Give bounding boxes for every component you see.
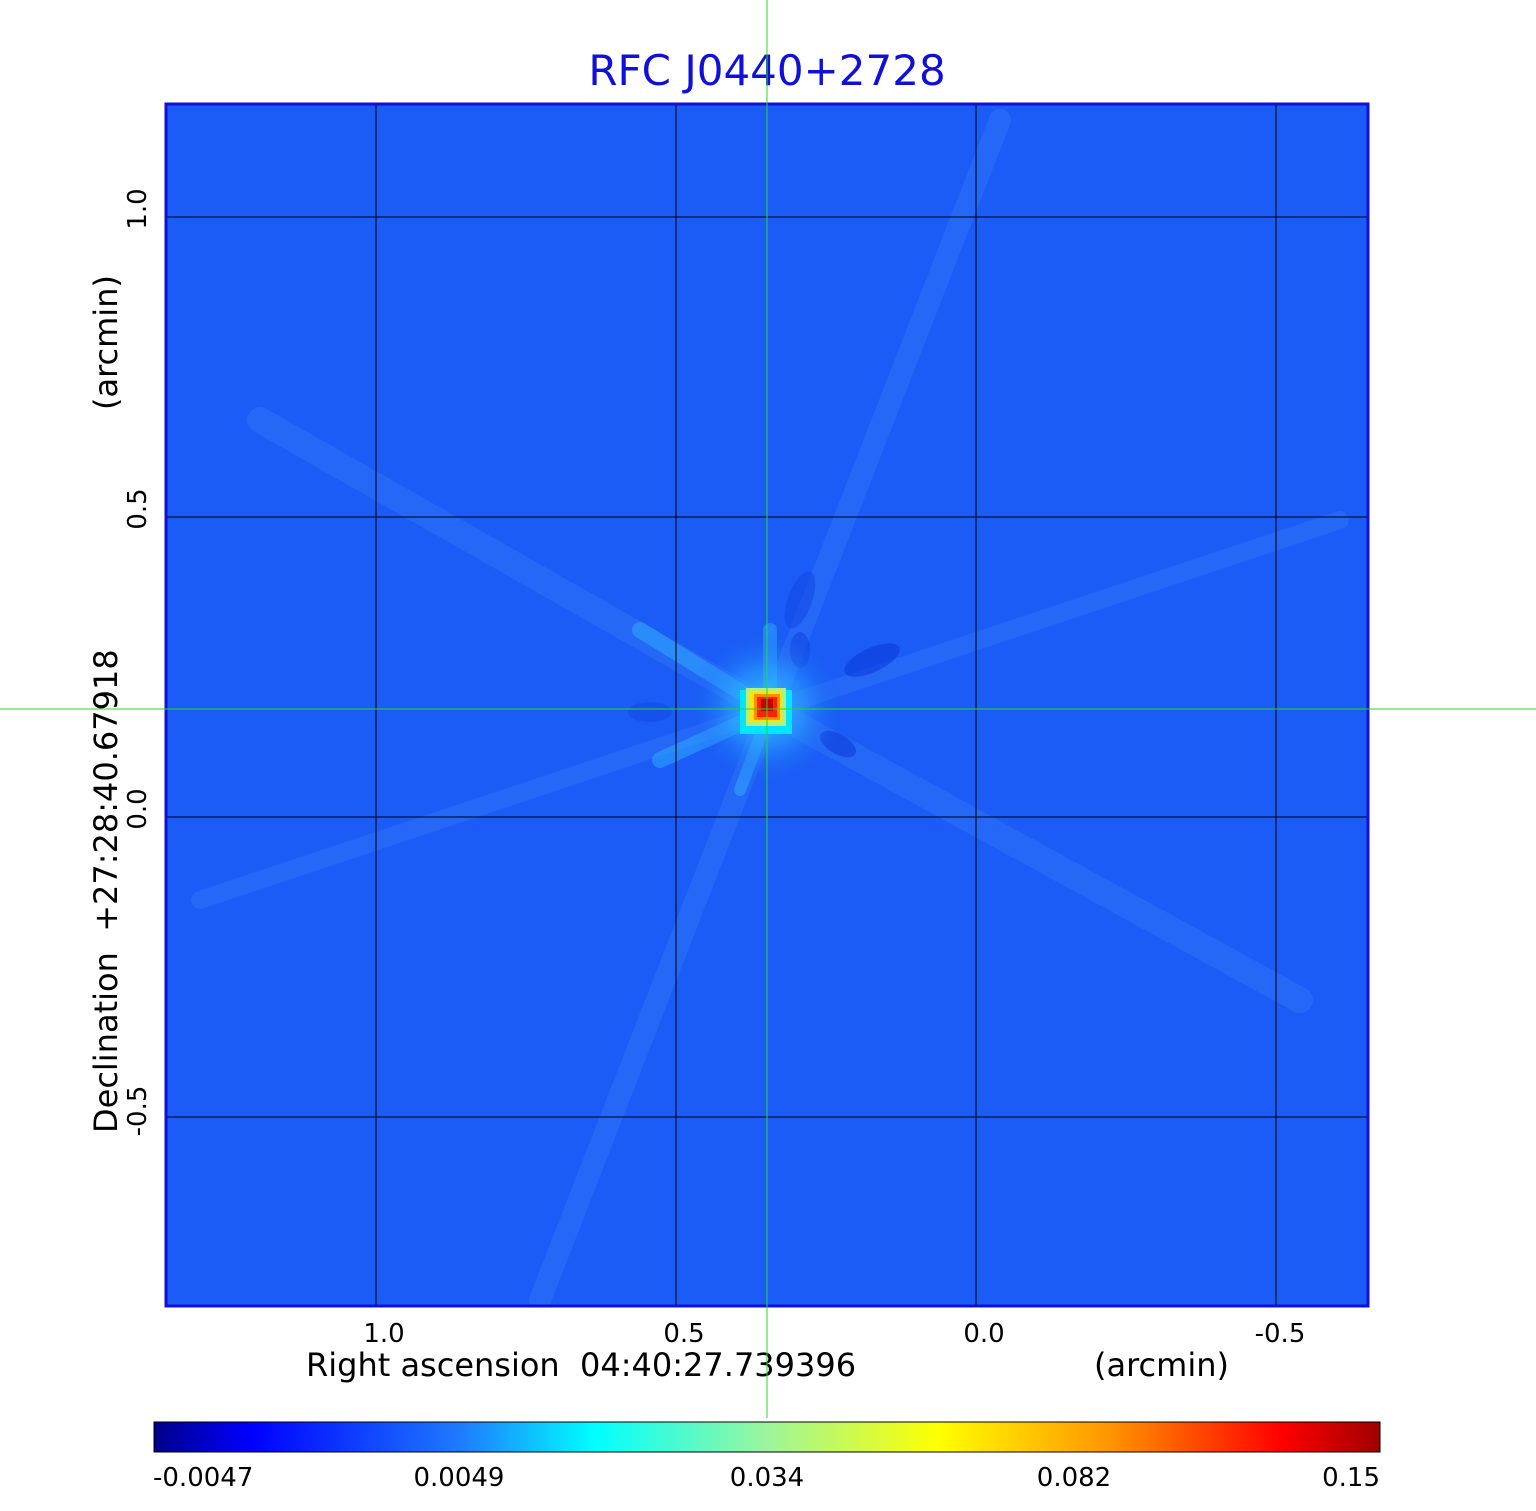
source-peak <box>740 688 792 734</box>
crosshair <box>0 0 1536 1418</box>
x-axis-unit: (arcmin) <box>1094 1346 1229 1384</box>
x-tick-label: -0.5 <box>1255 1319 1306 1349</box>
y-axis-unit: (arcmin) <box>87 275 125 410</box>
colorbar <box>153 1421 1381 1453</box>
x-tick-label: 0.5 <box>663 1319 704 1349</box>
y-axis-label: Declination +27:28:40.67918 <box>87 649 125 1133</box>
colorbar-tick-label: 0.082 <box>1037 1463 1111 1493</box>
y-tick-label: 0.5 <box>123 488 153 529</box>
colorbar-tick-label: 0.034 <box>730 1463 804 1493</box>
y-tick-label: -0.5 <box>123 1086 153 1137</box>
x-tick-label: 1.0 <box>363 1319 404 1349</box>
colorbar-tick-label: 0.15 <box>1322 1463 1380 1493</box>
x-tick-label: 0.0 <box>963 1319 1004 1349</box>
image-structure <box>191 109 1349 1306</box>
colorbar-tick-label: -0.0047 <box>153 1463 253 1493</box>
y-tick-label: 1.0 <box>123 188 153 229</box>
y-tick-label: 0.0 <box>123 788 153 829</box>
colorbar-tick-label: 0.0049 <box>414 1463 505 1493</box>
x-axis-label: Right ascension 04:40:27.739396 <box>306 1346 856 1384</box>
